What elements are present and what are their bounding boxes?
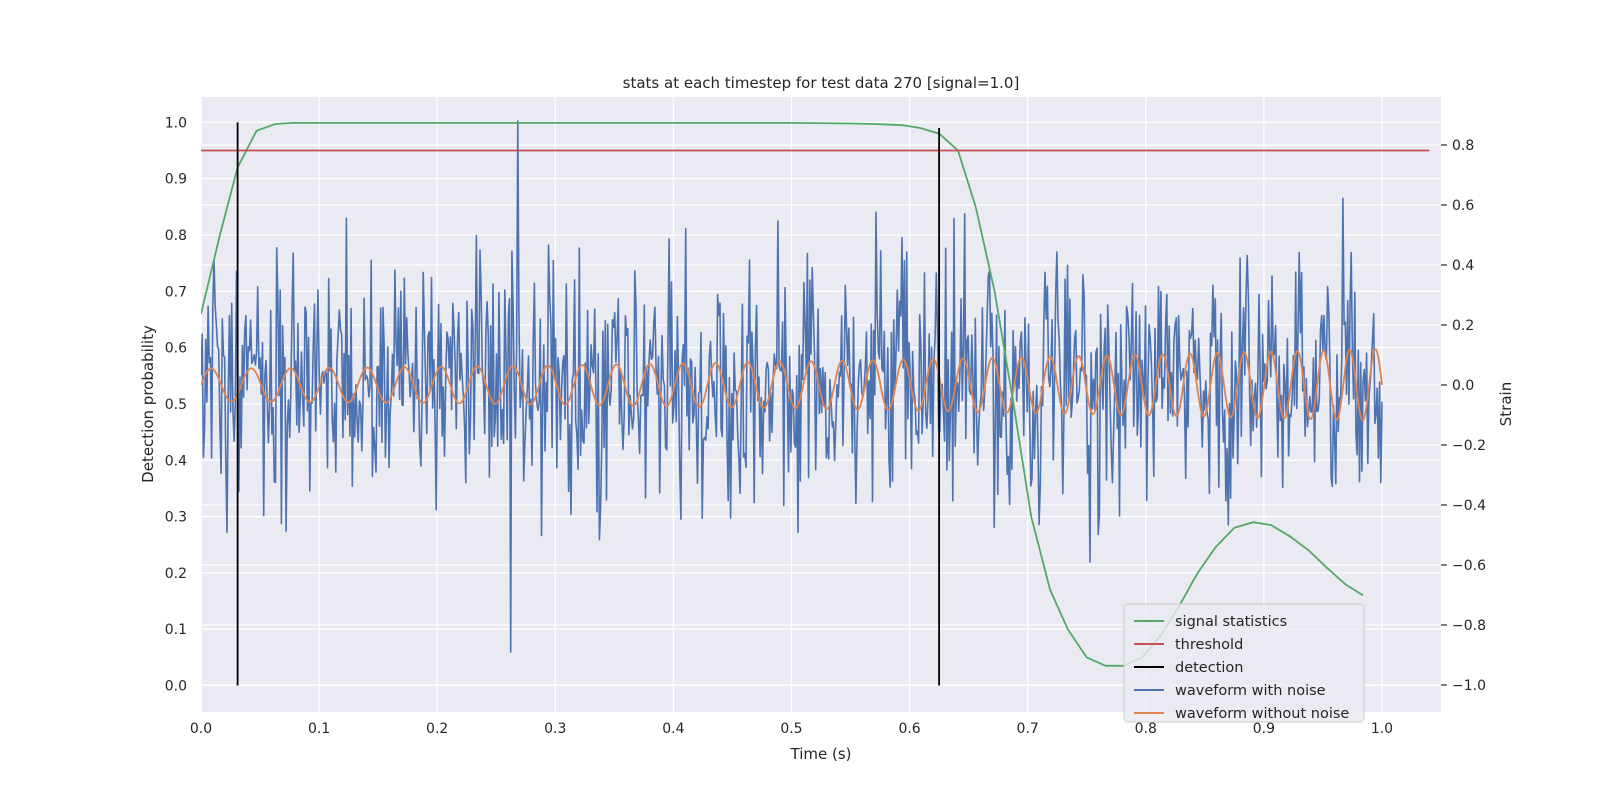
y-left-tick-label: 1.0 bbox=[165, 115, 187, 131]
x-tick-label: 0.4 bbox=[662, 721, 684, 737]
series-signal-statistics bbox=[201, 122, 1364, 667]
x-tick-label: 0.5 bbox=[780, 721, 802, 737]
series-layer bbox=[201, 120, 1430, 686]
y-axis-right-label: Strain bbox=[1497, 382, 1515, 426]
y-left-tick-label: 0.2 bbox=[165, 566, 187, 582]
legend-label: waveform without noise bbox=[1175, 706, 1349, 722]
series-waveform-without-noise bbox=[201, 348, 1383, 422]
y-axis-left-label: Detection probability bbox=[139, 325, 157, 483]
legend-label: detection bbox=[1175, 660, 1243, 676]
x-tick-label: 0.1 bbox=[308, 721, 330, 737]
x-tick-label: 0.7 bbox=[1017, 721, 1039, 737]
x-tick-label: 0.3 bbox=[544, 721, 566, 737]
y-left-tick-label: 0.8 bbox=[165, 228, 187, 244]
series-waveform-with-noise bbox=[201, 120, 1383, 653]
y-right-tick-label: 0.8 bbox=[1452, 138, 1474, 154]
legend-box bbox=[1123, 603, 1365, 723]
chart-title: stats at each timestep for test data 270… bbox=[623, 74, 1020, 92]
x-axis-label: Time (s) bbox=[790, 745, 852, 763]
y-left-tick-label: 0.7 bbox=[165, 284, 187, 300]
y-right-tick-label: 0.2 bbox=[1452, 318, 1474, 334]
y-right-tick-label: 0.0 bbox=[1452, 378, 1474, 394]
legend-label: signal statistics bbox=[1175, 614, 1287, 630]
y-left-tick-label: 0.4 bbox=[165, 453, 187, 469]
legend: signal statistics threshold detection wavef… bbox=[1123, 603, 1365, 723]
y-right-tick-label: −0.2 bbox=[1452, 438, 1486, 454]
x-tick-label: 1.0 bbox=[1371, 721, 1393, 737]
y-right-tick-label: −0.4 bbox=[1452, 498, 1486, 514]
legend-label: waveform with noise bbox=[1175, 683, 1326, 699]
legend-label: threshold bbox=[1175, 637, 1243, 653]
x-tick-label: 0.9 bbox=[1253, 721, 1275, 737]
y-right-tick-label: −0.8 bbox=[1452, 618, 1486, 634]
y-left-tick-label: 0.6 bbox=[165, 341, 187, 357]
x-axis: 0.0 0.1 0.2 0.3 0.4 0.5 0.6 0.7 0.8 0.9 1.0 bbox=[190, 721, 1393, 737]
y-right-tick-label: 0.6 bbox=[1452, 198, 1474, 214]
y-left-tick-label: 0.0 bbox=[165, 679, 187, 695]
y-right-tick-label: −0.6 bbox=[1452, 558, 1486, 574]
x-tick-label: 0.8 bbox=[1135, 721, 1157, 737]
y-left-tick-label: 0.5 bbox=[165, 397, 187, 413]
y-axis-right: 0.8 0.6 0.4 0.2 0.0 −0.2 −0.4 −0.6 −0.8 −1.0 bbox=[1441, 138, 1486, 694]
x-tick-label: 0.0 bbox=[190, 721, 212, 737]
y-left-tick-label: 0.3 bbox=[165, 510, 187, 526]
y-left-tick-label: 0.9 bbox=[165, 172, 187, 188]
x-tick-label: 0.6 bbox=[898, 721, 920, 737]
y-left-tick-label: 0.1 bbox=[165, 622, 187, 638]
y-right-tick-label: −1.0 bbox=[1452, 678, 1486, 694]
y-right-tick-label: 0.4 bbox=[1452, 258, 1474, 274]
x-tick-label: 0.2 bbox=[426, 721, 448, 737]
y-axis-left: 0.0 0.1 0.2 0.3 0.4 0.5 0.6 0.7 0.8 0.9 1.0 bbox=[165, 115, 187, 694]
